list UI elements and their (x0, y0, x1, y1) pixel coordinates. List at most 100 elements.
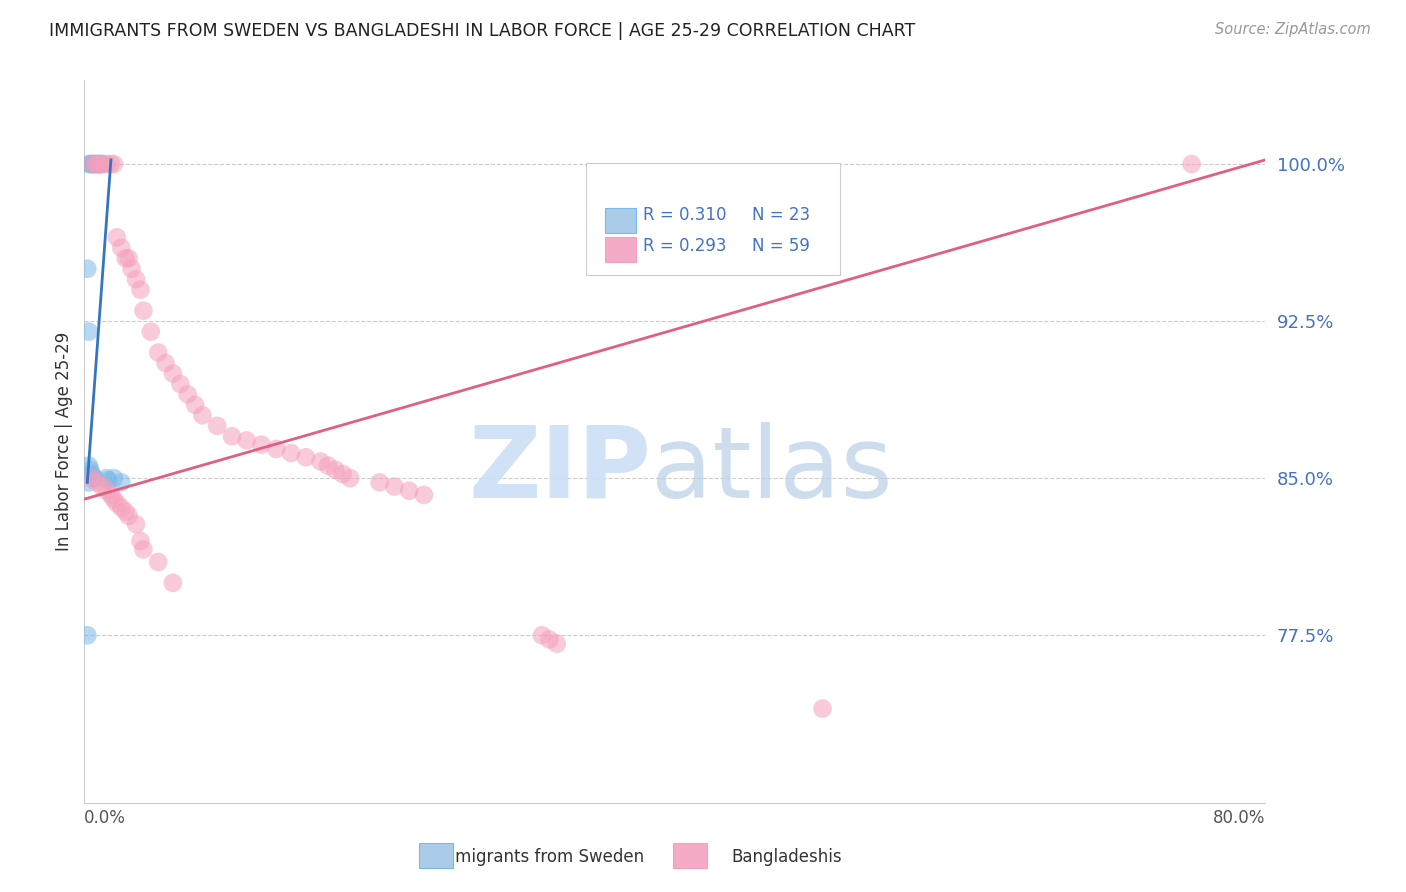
Text: atlas: atlas (651, 422, 893, 519)
Point (87, 157, 111, 171)
Point (148, 345, 170, 359)
Point (295, 450, 318, 465)
Point (538, 632, 561, 647)
Point (162, 367, 184, 381)
Point (84, 157, 107, 171)
Point (316, 458, 339, 473)
Point (162, 575, 184, 590)
Point (250, 438, 273, 452)
Point (76, 628, 98, 642)
Y-axis label: In Labor Force | Age 25-29: In Labor Force | Age 25-29 (55, 332, 73, 551)
Point (148, 555, 170, 569)
Point (177, 387, 200, 401)
Point (91, 479, 114, 493)
Point (531, 628, 554, 642)
Point (80, 467, 103, 481)
FancyBboxPatch shape (605, 208, 636, 234)
Point (80, 471, 103, 485)
Text: Bangladeshis: Bangladeshis (731, 848, 842, 866)
Point (80, 157, 103, 171)
Point (84, 157, 107, 171)
Point (87, 157, 111, 171)
Point (77, 325, 100, 339)
Point (118, 508, 141, 523)
Point (110, 475, 132, 490)
Point (83, 157, 105, 171)
Text: R = 0.293: R = 0.293 (643, 237, 727, 255)
Point (155, 356, 177, 370)
Text: 80.0%: 80.0% (1213, 809, 1265, 827)
Point (811, 701, 834, 715)
Point (77, 475, 100, 490)
Text: 0.0%: 0.0% (84, 809, 127, 827)
Point (114, 252, 136, 266)
Point (79, 463, 101, 477)
Point (309, 454, 332, 468)
Point (339, 471, 361, 485)
Point (79, 157, 101, 171)
FancyBboxPatch shape (419, 843, 453, 868)
Point (332, 467, 354, 481)
Point (207, 418, 229, 433)
Text: Source: ZipAtlas.com: Source: ZipAtlas.com (1215, 22, 1371, 37)
Point (121, 261, 143, 276)
Point (77, 458, 100, 473)
Point (1181, 157, 1204, 171)
Point (96, 157, 118, 171)
Point (129, 283, 152, 297)
Text: ZIP: ZIP (468, 422, 651, 519)
Point (139, 325, 162, 339)
Point (236, 434, 259, 448)
Point (132, 542, 155, 557)
Point (105, 496, 128, 510)
Point (90, 157, 112, 171)
Point (266, 442, 288, 456)
Text: N = 23: N = 23 (752, 206, 810, 225)
Point (184, 398, 207, 412)
Point (103, 471, 125, 485)
Point (91, 157, 114, 171)
Point (382, 479, 406, 493)
Point (546, 637, 568, 651)
Point (84, 475, 107, 490)
Point (80, 157, 103, 171)
Point (110, 500, 132, 515)
Point (398, 483, 420, 498)
Point (86, 157, 108, 171)
Text: N = 59: N = 59 (752, 237, 810, 255)
Point (103, 492, 125, 507)
Point (169, 376, 191, 391)
Point (97, 473, 120, 487)
Point (100, 488, 122, 502)
Point (77, 157, 100, 171)
Text: R = 0.310: R = 0.310 (643, 206, 727, 225)
Point (413, 488, 436, 502)
Point (100, 157, 122, 171)
Point (118, 252, 141, 266)
Point (83, 471, 105, 485)
Point (105, 230, 128, 244)
Point (325, 463, 347, 477)
Point (96, 483, 118, 498)
Point (221, 429, 243, 443)
FancyBboxPatch shape (605, 236, 636, 262)
Point (96, 471, 118, 485)
Point (91, 157, 114, 171)
Point (191, 409, 214, 423)
Point (132, 303, 155, 318)
Text: Immigrants from Sweden: Immigrants from Sweden (434, 848, 644, 866)
Point (125, 272, 148, 286)
Point (368, 475, 391, 490)
Point (82, 157, 104, 171)
Point (103, 157, 125, 171)
FancyBboxPatch shape (586, 163, 841, 276)
Point (110, 241, 132, 255)
Point (114, 505, 136, 519)
Point (129, 534, 152, 549)
Point (82, 471, 104, 485)
Point (76, 261, 98, 276)
FancyBboxPatch shape (672, 843, 707, 868)
Point (125, 517, 148, 532)
Text: IMMIGRANTS FROM SWEDEN VS BANGLADESHI IN LABOR FORCE | AGE 25-29 CORRELATION CHA: IMMIGRANTS FROM SWEDEN VS BANGLADESHI IN… (49, 22, 915, 40)
Point (280, 446, 302, 460)
